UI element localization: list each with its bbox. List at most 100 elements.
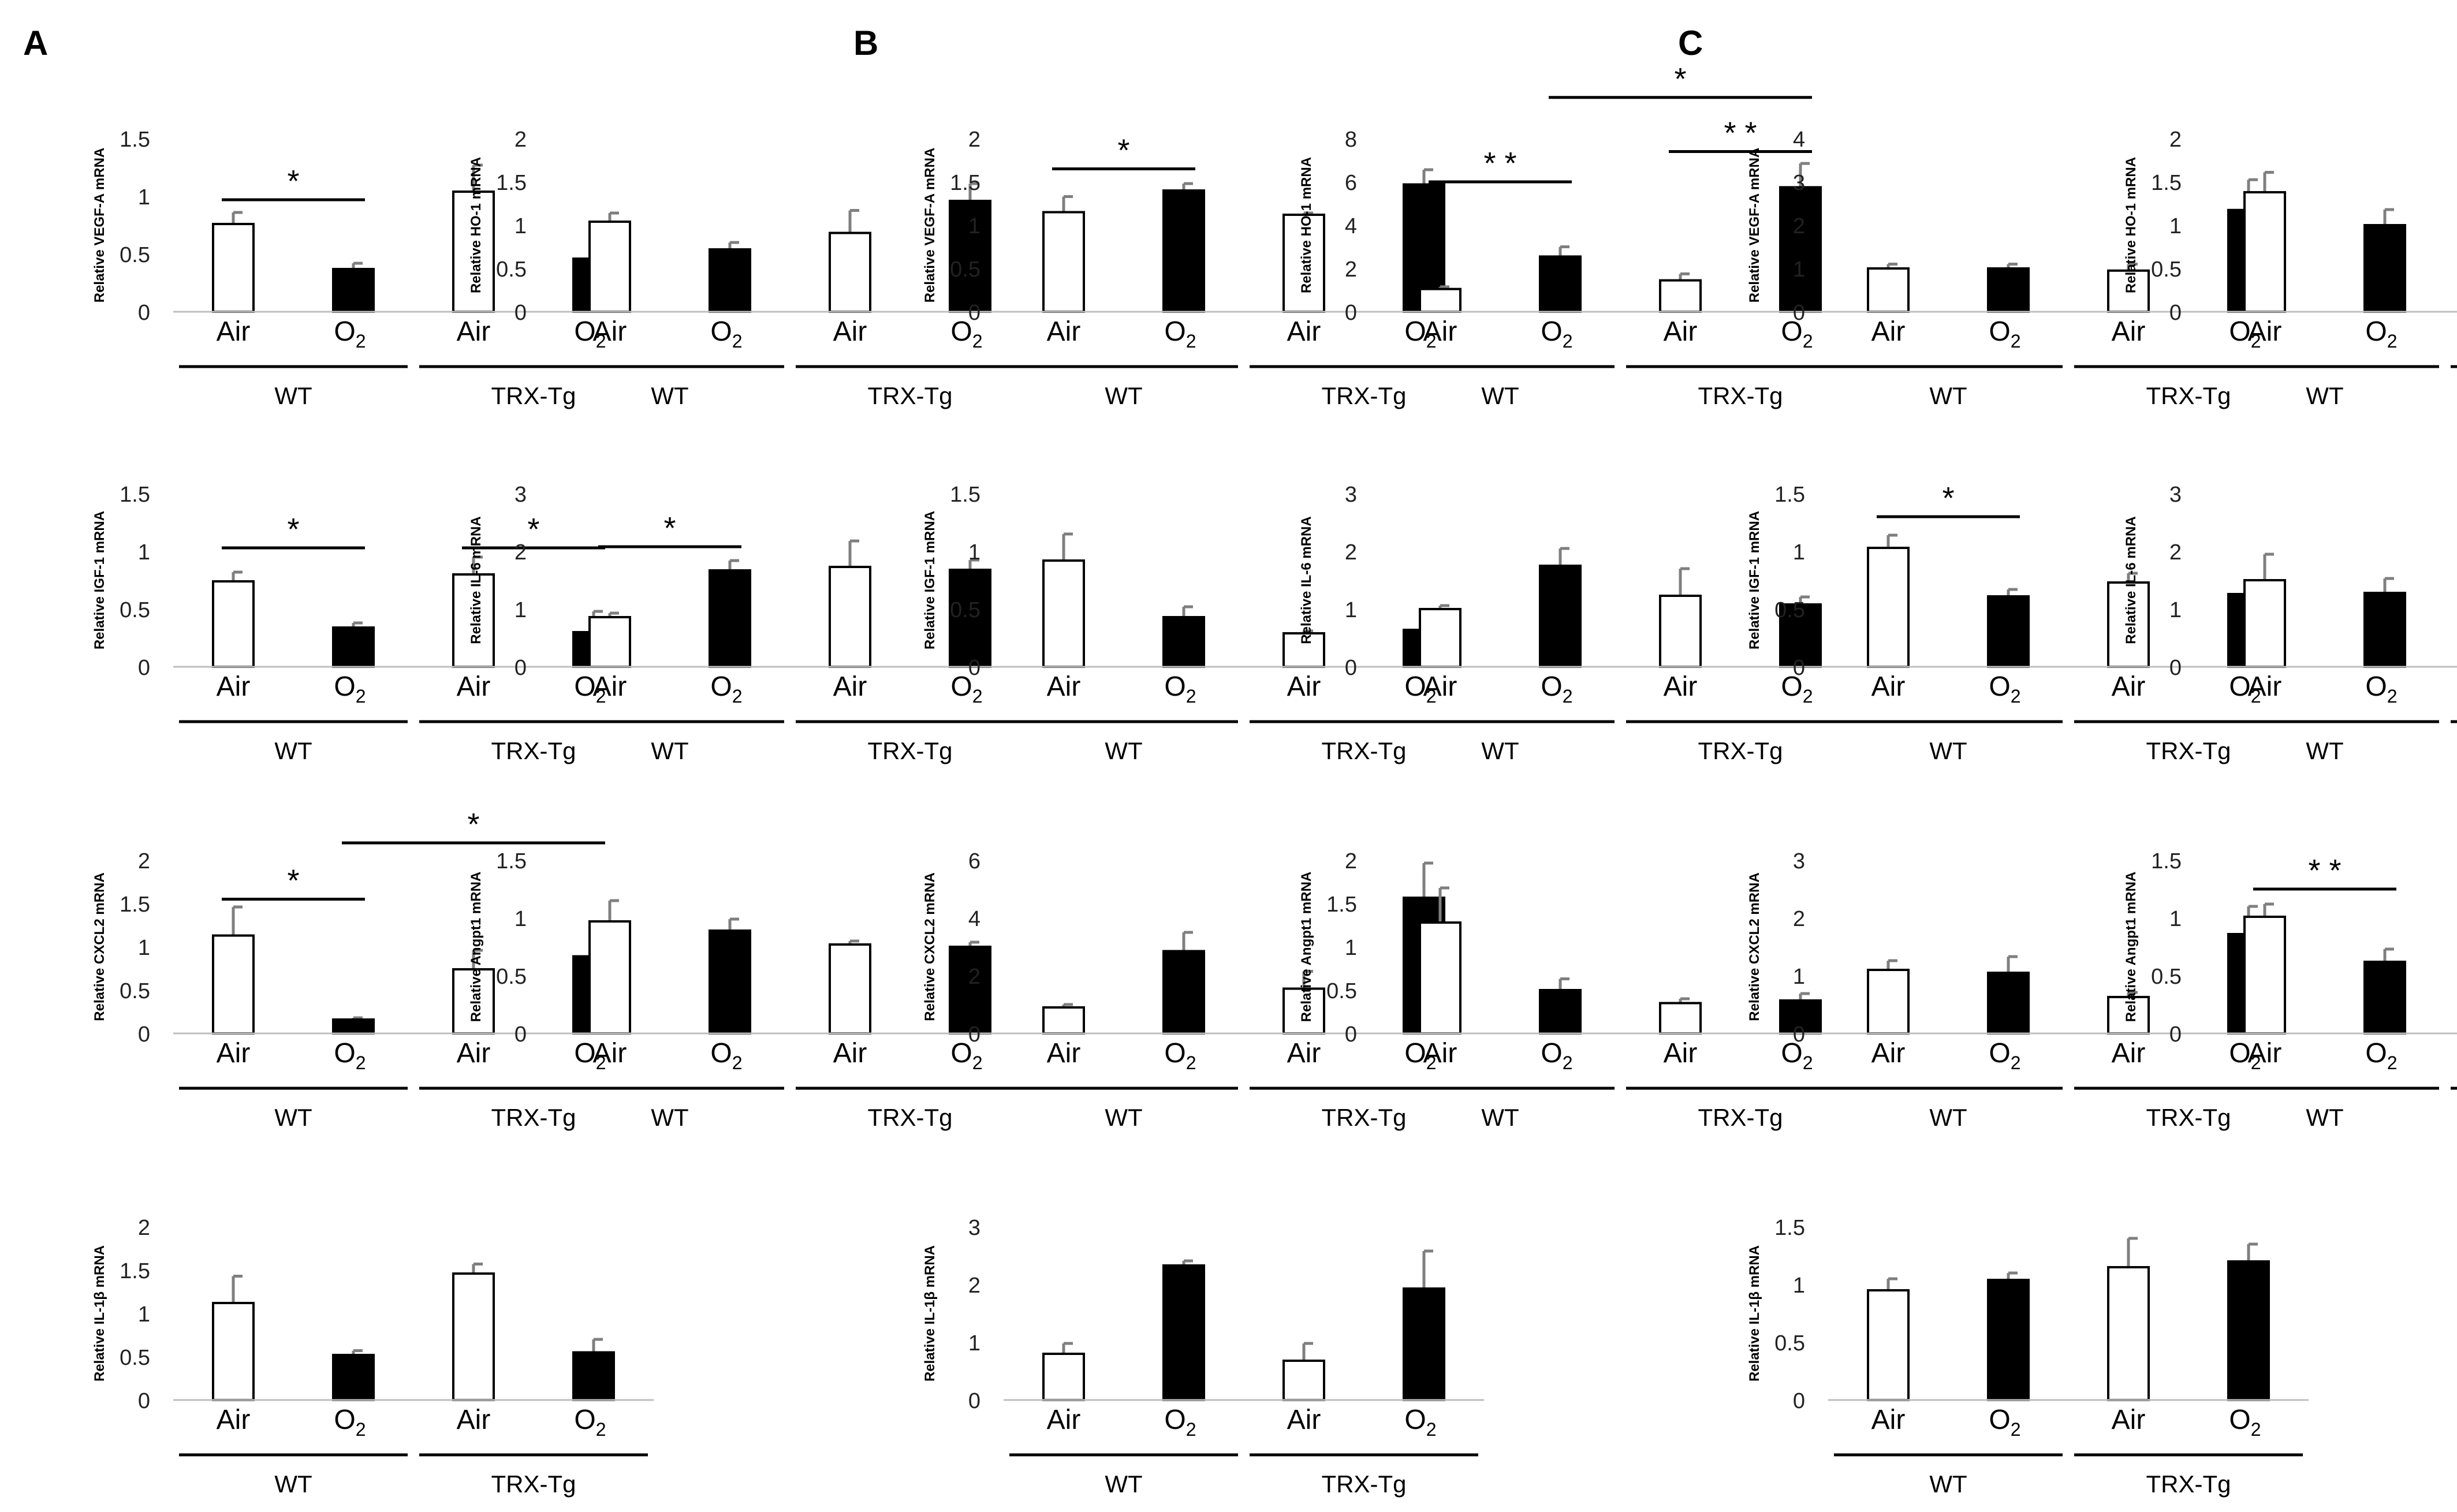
y-tick-label: 1.5 — [2151, 849, 2182, 873]
y-tick-label: 2 — [1345, 849, 1357, 873]
y-tick-label: 1 — [138, 1302, 150, 1327]
y-tick-label: 0.5 — [950, 598, 980, 622]
bar-air-wt — [212, 223, 255, 313]
significance-marker: * — [1942, 481, 1954, 516]
y-tick-label: 2 — [968, 128, 980, 152]
significance-marker: * — [1674, 62, 1686, 96]
bar-air-trx-tg — [829, 943, 871, 1035]
y-tick-label: 1.5 — [496, 849, 527, 873]
category-label-o2: O2 — [2365, 1038, 2397, 1073]
significance-marker: * * — [1724, 116, 1757, 151]
significance-marker: * — [287, 512, 299, 547]
y-tick-label: 1 — [968, 214, 980, 238]
bar-o2-trx-tg — [1779, 999, 1822, 1035]
bar-o2-wt — [709, 929, 751, 1035]
category-label-air: Air — [833, 671, 867, 702]
y-tick-label: 0 — [1793, 1022, 1805, 1047]
y-tick-label: 3 — [514, 483, 527, 507]
y-tick-label: 0.5 — [1774, 598, 1805, 622]
y-axis-label: Relative Angpt1 mRNA — [1299, 872, 1314, 1022]
y-tick-label: 1.5 — [1774, 1216, 1805, 1240]
category-label-o2: O2 — [1404, 671, 1436, 707]
group-label-wt: WT — [1105, 737, 1142, 764]
group-label-wt: WT — [651, 737, 688, 764]
category-label-air: Air — [1047, 1405, 1081, 1435]
category-label-o2: O2 — [574, 1038, 606, 1073]
category-label-air: Air — [1423, 316, 1457, 347]
bar-air-wt — [1419, 288, 1461, 313]
category-label-o2: O2 — [574, 1405, 606, 1440]
bar-o2-wt — [1162, 616, 1205, 668]
group-label-trx-tg: TRX-Tg — [1322, 1470, 1407, 1498]
bar-o2-wt — [709, 248, 751, 313]
group-label-wt: WT — [274, 382, 312, 409]
category-label-air: Air — [1871, 1405, 1906, 1435]
y-axis-label: Relative IL-6 mRNA — [468, 516, 484, 644]
category-label-air: Air — [833, 1038, 867, 1069]
bar-air-trx-tg — [1659, 595, 1702, 668]
bar-o2-wt — [1539, 565, 1582, 668]
y-tick-label: 0 — [968, 301, 980, 325]
category-label-o2: O2 — [950, 316, 982, 352]
bar-air-trx-tg — [452, 1272, 495, 1401]
y-tick-label: 0 — [514, 656, 527, 680]
category-label-o2: O2 — [1404, 1405, 1436, 1440]
panel-letter-C: C — [1678, 24, 1703, 62]
y-axis-label: Relative CXCL2 mRNA — [922, 872, 938, 1021]
category-label-o2: O2 — [574, 316, 606, 352]
group-label-wt: WT — [1105, 382, 1142, 409]
y-axis-label: Relative IGF-1 mRNA — [1747, 511, 1762, 649]
y-tick-label: 6 — [968, 849, 980, 873]
bar-o2-wt — [332, 1354, 375, 1401]
significance-marker: * — [1117, 133, 1129, 168]
category-label-o2: O2 — [1541, 671, 1572, 707]
category-label-o2: O2 — [1781, 316, 1813, 352]
significance-marker: * — [663, 511, 676, 546]
group-label-wt: WT — [1105, 1104, 1142, 1131]
group-label-trx-tg: TRX-Tg — [2146, 737, 2231, 764]
group-label-wt: WT — [1929, 1104, 1967, 1131]
category-label-air: Air — [1287, 316, 1321, 347]
y-tick-label: 1 — [138, 185, 150, 210]
group-label-trx-tg: TRX-Tg — [2146, 1470, 2231, 1498]
category-label-air: Air — [593, 671, 627, 702]
group-label-wt: WT — [2306, 382, 2343, 409]
chart-c-angpt1: Relative Angpt1 mRNA00.511.5AirO2AirO2WT… — [2123, 849, 2457, 1131]
y-tick-label: 0.5 — [120, 598, 150, 622]
y-tick-label: 0 — [2169, 656, 2182, 680]
category-label-o2: O2 — [1541, 316, 1572, 352]
bar-o2-wt — [332, 268, 375, 313]
category-label-air: Air — [1871, 1038, 1906, 1069]
bar-o2-wt — [2363, 224, 2406, 313]
y-tick-label: 0 — [138, 1389, 150, 1413]
y-tick-label: 4 — [1793, 128, 1805, 152]
category-label-o2: O2 — [710, 671, 742, 707]
y-tick-label: 0 — [2169, 1022, 2182, 1047]
y-tick-label: 1 — [138, 540, 150, 565]
y-tick-label: 1 — [968, 1331, 980, 1356]
y-tick-label: 3 — [968, 1216, 980, 1240]
category-label-o2: O2 — [1164, 316, 1196, 352]
y-tick-label: 1.5 — [1774, 483, 1805, 507]
y-tick-label: 2 — [1345, 257, 1357, 282]
y-tick-label: 1.5 — [1326, 893, 1357, 917]
y-tick-label: 1 — [1793, 540, 1805, 565]
category-label-air: Air — [2248, 316, 2282, 347]
significance-marker: * * — [1483, 146, 1516, 181]
category-label-air: Air — [1047, 1038, 1081, 1069]
category-label-o2: O2 — [334, 671, 366, 707]
category-label-air: Air — [1287, 671, 1321, 702]
y-tick-label: 1 — [514, 214, 527, 238]
y-tick-label: 1.5 — [950, 483, 980, 507]
category-label-o2: O2 — [2365, 316, 2397, 352]
category-label-o2: O2 — [1989, 1405, 2020, 1440]
bar-air-wt — [2243, 579, 2286, 668]
y-tick-label: 2 — [514, 128, 527, 152]
chart-b-il1b: Relative IL-1β mRNA 0 1 2 3 Air O2 Air O2 WT TRX-T… — [922, 1216, 1484, 1498]
chart-c-il1b: Relative IL-1β mRNA 0 0.5 1 1.5 Air O2 Air O2 WT T… — [1747, 1216, 2309, 1498]
bar-air-wt — [1042, 1353, 1085, 1401]
category-label-o2: O2 — [1781, 1038, 1813, 1073]
